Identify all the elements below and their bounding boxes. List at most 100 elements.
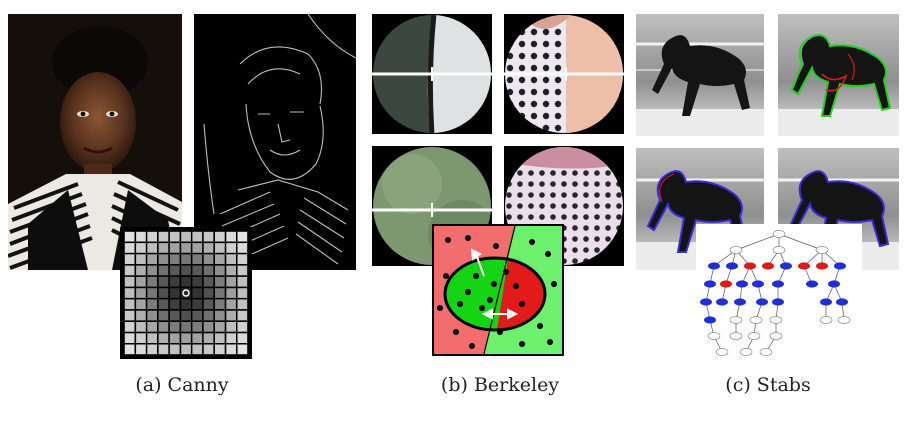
kernel-cell xyxy=(124,310,135,321)
kernel-cell xyxy=(192,310,203,321)
kernel-cell xyxy=(215,333,225,343)
kernel-cell xyxy=(169,322,180,332)
kernel-cell xyxy=(136,276,146,287)
kernel-cell xyxy=(158,299,169,310)
kernel-cell xyxy=(237,243,248,253)
kernel-cell xyxy=(124,276,135,287)
kernel-cell xyxy=(215,265,225,276)
tree-node xyxy=(752,280,764,288)
gaussian-kernel-grid xyxy=(120,227,252,359)
kernel-cell xyxy=(215,310,225,321)
tree-node xyxy=(806,280,818,288)
kernel-cell xyxy=(192,344,203,355)
tree-node xyxy=(772,280,784,288)
kernel-cell xyxy=(192,276,203,287)
caption-canny: (a) Canny xyxy=(135,374,229,396)
kernel-cell xyxy=(136,243,146,253)
kernel-cell xyxy=(226,333,236,343)
kernel-cell xyxy=(192,288,203,298)
kernel-cell xyxy=(192,299,203,310)
kernel-cell xyxy=(203,322,214,332)
kernel-cell xyxy=(192,243,203,253)
kernel-cell xyxy=(192,254,203,264)
kernel-cell xyxy=(158,344,169,355)
tree-node xyxy=(772,246,786,254)
tree-node xyxy=(819,316,833,324)
sample-points xyxy=(437,235,557,349)
kernel-cell xyxy=(158,231,169,242)
kernel-cell xyxy=(237,344,248,355)
kernel-cell xyxy=(215,299,225,310)
tree-node xyxy=(759,348,773,356)
kernel-cell xyxy=(147,322,157,332)
kernel-cell xyxy=(237,276,248,287)
tree-node xyxy=(747,332,761,340)
kernel-cell xyxy=(192,231,203,242)
tree-node xyxy=(734,298,746,306)
kernel-cell xyxy=(226,254,236,264)
kernel-cell xyxy=(226,288,236,298)
tree-node xyxy=(736,280,748,288)
kernel-cell xyxy=(147,254,157,264)
kernel-cell xyxy=(158,254,169,264)
kernel-cell xyxy=(158,310,169,321)
half-disc-schematic xyxy=(432,224,564,356)
tree-node xyxy=(772,230,786,238)
kernel-cell xyxy=(203,299,214,310)
kernel-cell xyxy=(237,299,248,310)
kernel-cell xyxy=(181,276,191,287)
tree-node xyxy=(816,262,828,270)
tree-node xyxy=(815,246,829,254)
caption-stabs: (c) Stabs xyxy=(725,374,811,396)
kernel-cell xyxy=(169,310,180,321)
tree-node xyxy=(836,298,848,306)
kernel-cell xyxy=(169,344,180,355)
kernel-cell xyxy=(226,231,236,242)
kernel-cell xyxy=(136,288,146,298)
kernel-cell xyxy=(181,299,191,310)
kernel-cell xyxy=(226,310,236,321)
tree-node xyxy=(715,348,729,356)
kernel-cell xyxy=(136,254,146,264)
horse-photo-2-segmented xyxy=(778,14,899,136)
tree-node xyxy=(780,262,792,270)
kernel-cell xyxy=(169,276,180,287)
kernel-cell xyxy=(181,254,191,264)
tree-node xyxy=(704,280,716,288)
tree-node xyxy=(834,262,846,270)
tree-node xyxy=(744,262,756,270)
tree-node xyxy=(704,316,716,324)
kernel-cell xyxy=(203,288,214,298)
kernel-cell xyxy=(203,243,214,253)
kernel-cell xyxy=(124,254,135,264)
tree-node xyxy=(726,262,738,270)
kernel-cell xyxy=(147,310,157,321)
kernel-cell xyxy=(158,333,169,343)
kernel-cell xyxy=(169,243,180,253)
kernel-cell xyxy=(169,299,180,310)
kernel-cell xyxy=(237,310,248,321)
kernel-cell xyxy=(237,288,248,298)
tree-node xyxy=(739,348,753,356)
caption-berkeley: (b) Berkeley xyxy=(440,374,560,396)
kernel-cell xyxy=(136,231,146,242)
kernel-cell xyxy=(158,265,169,276)
kernel-cell xyxy=(124,231,135,242)
tree-node xyxy=(716,298,728,306)
tree-node xyxy=(708,262,720,270)
tree-node xyxy=(769,316,783,324)
kernel-cell xyxy=(237,254,248,264)
kernel-cell xyxy=(136,344,146,355)
kernel-cell xyxy=(215,344,225,355)
kernel-cell xyxy=(237,231,248,242)
kernel-cell xyxy=(226,276,236,287)
kernel-cell xyxy=(147,299,157,310)
tree-node xyxy=(769,332,783,340)
kernel-cell xyxy=(181,243,191,253)
kernel-cell xyxy=(237,333,248,343)
kernel-cell xyxy=(181,333,191,343)
kernel-cell xyxy=(147,265,157,276)
kernel-cell xyxy=(215,254,225,264)
kernel-cell xyxy=(226,299,236,310)
ellipse-green-half xyxy=(445,258,515,330)
